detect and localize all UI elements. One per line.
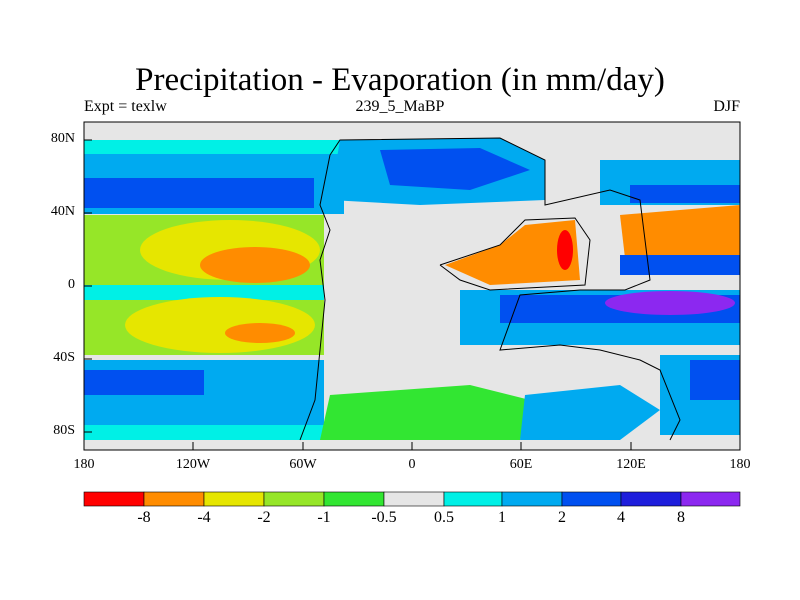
time-label: 239_5_MaBP bbox=[355, 98, 445, 115]
field-east-subtropic bbox=[620, 205, 740, 260]
colorbar-swatch-7 bbox=[443, 491, 503, 507]
field-subtropic-south bbox=[125, 297, 315, 353]
field-subtropic-north-core bbox=[200, 247, 310, 283]
field-east-band-north bbox=[620, 255, 740, 275]
experiment-label: Expt = texlw bbox=[84, 98, 167, 115]
lon-tick-label: 120E bbox=[616, 457, 646, 472]
field-south-core-west bbox=[84, 370, 204, 395]
colorbar-label: -1 bbox=[317, 509, 331, 526]
season-label: DJF bbox=[713, 98, 740, 115]
field-south-green bbox=[320, 385, 530, 440]
colorbar-swatch-8 bbox=[501, 491, 563, 507]
lat-tick-label: 80N bbox=[50, 131, 75, 146]
colorbar-label: 4 bbox=[617, 509, 625, 526]
colorbar-label: 0.5 bbox=[434, 509, 454, 526]
plot-title: Precipitation - Evaporation (in mm/day) bbox=[135, 62, 665, 98]
field-south-edge bbox=[84, 425, 324, 440]
colorbar-swatch-5 bbox=[323, 491, 385, 507]
colorbar-swatch-2 bbox=[143, 491, 205, 507]
colorbar-swatch-9 bbox=[561, 491, 622, 507]
coastline bbox=[299, 137, 681, 441]
lon-tick-label: 120W bbox=[175, 457, 211, 472]
colorbar-label: 1 bbox=[498, 509, 506, 526]
field-southeast-core bbox=[690, 360, 740, 400]
field-continent-dry bbox=[445, 220, 580, 285]
colorbar-label: -2 bbox=[257, 509, 271, 526]
field-south-blue bbox=[520, 385, 660, 440]
colorbar-label: -0.5 bbox=[371, 509, 397, 526]
field-continent-max bbox=[557, 230, 573, 270]
field-north-core-west bbox=[84, 178, 314, 208]
lat-tick-label: 40S bbox=[53, 350, 75, 365]
colorbar-label: -8 bbox=[137, 509, 151, 526]
colorbar-label: 8 bbox=[677, 509, 685, 526]
field-east-max bbox=[605, 291, 735, 315]
field-north-continent-core bbox=[380, 148, 530, 190]
lat-tick-label: 80S bbox=[53, 423, 75, 438]
field-subtropic-south-core bbox=[225, 323, 295, 343]
field-north-edge bbox=[84, 140, 384, 154]
field-north-core-east bbox=[630, 185, 740, 203]
lat-tick-label: 0 bbox=[68, 277, 75, 292]
lon-tick-label: 60W bbox=[289, 457, 317, 472]
colorbar-swatch-10 bbox=[620, 491, 682, 507]
colorbar-swatch-11 bbox=[680, 491, 741, 507]
lon-tick-label: 180 bbox=[729, 457, 751, 472]
colorbar bbox=[83, 491, 741, 507]
lon-tick-label: 180 bbox=[73, 457, 95, 472]
lat-tick-label: 40N bbox=[50, 204, 75, 219]
field-itcz-west bbox=[84, 285, 324, 300]
colorbar-label: 2 bbox=[558, 509, 566, 526]
colorbar-label: -4 bbox=[197, 509, 211, 526]
lon-tick-label: 0 bbox=[408, 457, 416, 472]
colorbar-swatch-1 bbox=[83, 491, 145, 507]
colorbar-swatch-3 bbox=[203, 491, 265, 507]
colorbar-swatch-6 bbox=[383, 491, 445, 507]
lon-tick-label: 60E bbox=[509, 457, 533, 472]
colorbar-swatch-4 bbox=[263, 491, 325, 507]
map-field bbox=[84, 122, 740, 450]
axis-ticks bbox=[83, 139, 741, 450]
